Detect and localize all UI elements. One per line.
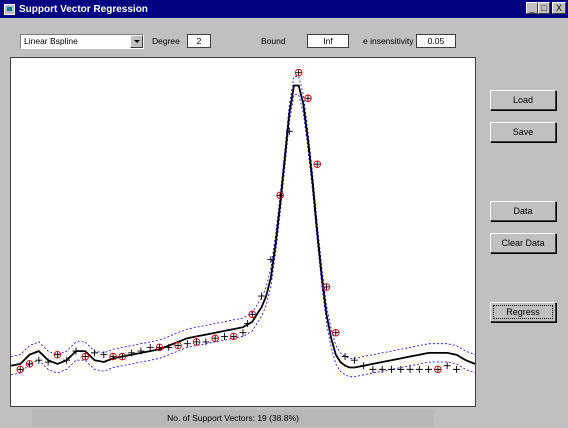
- data-point: [452, 365, 460, 373]
- degree-label: Degree: [152, 36, 180, 46]
- parameter-bar: Linear Bspline Degree 2 Bound Inf e inse…: [0, 34, 568, 50]
- save-button[interactable]: Save: [490, 122, 556, 142]
- data-point: [443, 362, 451, 370]
- data-point: [183, 340, 191, 348]
- maximize-button[interactable]: □: [538, 2, 550, 14]
- data-point: [202, 338, 210, 346]
- data-point: [137, 347, 145, 355]
- data-point: [425, 365, 433, 373]
- support-vector-point: [81, 352, 89, 361]
- support-vector-point: [211, 334, 219, 342]
- data-point: [72, 347, 80, 355]
- epsilon-upper-line: [11, 75, 475, 359]
- support-vector-point: [434, 365, 442, 374]
- epsilon-label: e insensitivity: [363, 36, 414, 46]
- support-vector-point: [53, 350, 62, 359]
- support-vector-point: [322, 283, 331, 291]
- support-vector-point: [276, 191, 284, 200]
- support-vector-point: [229, 332, 238, 341]
- bound-label: Bound: [261, 36, 286, 46]
- support-vector-point: [294, 68, 303, 77]
- data-point: [350, 356, 358, 364]
- support-vector-point: [332, 328, 340, 337]
- minimize-button[interactable]: _: [526, 2, 538, 14]
- title-bar: Support Vector Regression _ □ X: [0, 0, 568, 18]
- clear-data-button[interactable]: Clear Data: [490, 233, 556, 253]
- data-point: [369, 365, 377, 373]
- data-point: [220, 332, 228, 340]
- support-vector-point: [313, 160, 321, 168]
- app-icon: [4, 3, 15, 15]
- data-point: [63, 356, 71, 364]
- plot-svg: [11, 68, 475, 378]
- data-point: [91, 349, 99, 357]
- data-point: [415, 365, 423, 373]
- degree-field[interactable]: 2: [187, 34, 211, 48]
- regress-button[interactable]: Regress: [490, 302, 556, 322]
- support-vector-point: [248, 310, 257, 319]
- regression-line: [11, 84, 475, 369]
- support-vector-point: [192, 338, 201, 346]
- kernel-value: Linear Bspline: [24, 36, 78, 46]
- kernel-select[interactable]: Linear Bspline: [20, 34, 144, 49]
- epsilon-lower-line: [11, 94, 475, 378]
- support-vector-point: [174, 341, 182, 350]
- status-bar: No. of Support Vectors: 19 (38.8%): [32, 410, 434, 426]
- data-point: [387, 365, 395, 373]
- data-point: [165, 343, 173, 351]
- data-point: [341, 353, 349, 361]
- chevron-down-icon[interactable]: [130, 35, 143, 48]
- window-title: Support Vector Regression: [19, 3, 148, 15]
- data-point: [244, 320, 252, 328]
- data-point: [285, 127, 293, 135]
- data-point: [360, 362, 368, 370]
- data-point: [128, 349, 136, 357]
- epsilon-field[interactable]: 0.05: [416, 34, 456, 48]
- support-vector-point: [118, 352, 127, 361]
- support-vector-point: [155, 343, 164, 352]
- bound-field[interactable]: Inf: [307, 34, 349, 48]
- data-point: [378, 365, 386, 373]
- data-point: [406, 365, 414, 373]
- data-point: [397, 365, 405, 373]
- load-button[interactable]: Load: [490, 90, 556, 110]
- data-button[interactable]: Data: [490, 201, 556, 221]
- data-point: [239, 329, 247, 337]
- data-point: [35, 356, 43, 364]
- data-point: [146, 343, 154, 351]
- close-button[interactable]: X: [552, 2, 566, 14]
- support-vector-point: [16, 365, 25, 374]
- support-vector-point: [25, 360, 34, 368]
- data-point: [258, 292, 266, 300]
- support-vector-point: [109, 352, 117, 361]
- data-point: [100, 351, 108, 359]
- regression-plot[interactable]: [10, 57, 476, 407]
- data-point: [267, 255, 275, 263]
- support-vector-point: [304, 94, 312, 103]
- data-point: [44, 358, 52, 366]
